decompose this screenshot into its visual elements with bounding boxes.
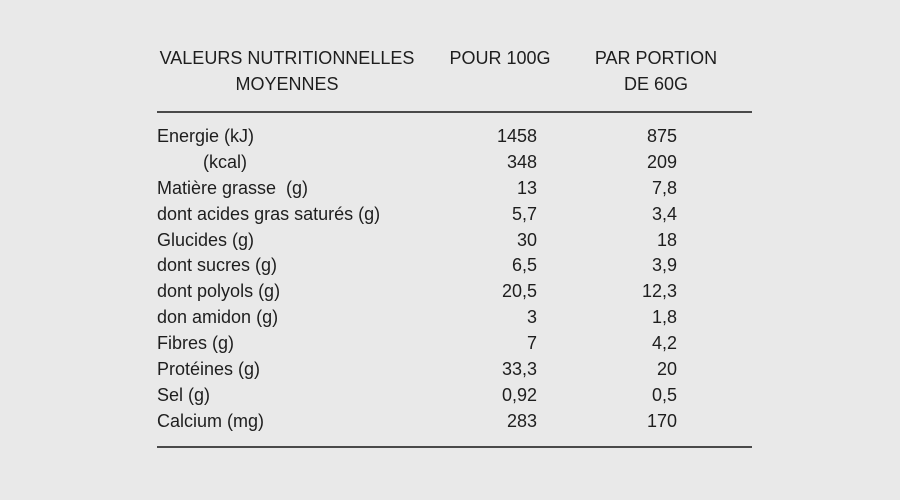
table-row-energie-kj: Energie (kJ) 1458 875 bbox=[157, 124, 752, 150]
table-bottom-rule bbox=[157, 446, 752, 448]
row-label: dont acides gras saturés (g) bbox=[157, 203, 381, 224]
row-label: (kcal) bbox=[203, 151, 247, 172]
header-col-nutrients: VALEURS NUTRITIONNELLES MOYENNES bbox=[157, 45, 417, 97]
value-per-100g: 13 bbox=[516, 177, 537, 198]
header-col-per-100g-label: POUR 100G bbox=[449, 48, 551, 68]
value-per-100g: 3 bbox=[526, 307, 537, 328]
value-per-100g: 7 bbox=[526, 333, 537, 354]
value-per-60g: 0,5 bbox=[651, 384, 677, 405]
value-per-60g: 209 bbox=[646, 151, 677, 172]
value-per-60g: 875 bbox=[646, 126, 677, 146]
nutrition-table-body: Energie (kJ) 1458 875 (kcal) 348 209 Mat… bbox=[157, 124, 752, 435]
value-per-60g: 3,4 bbox=[651, 203, 677, 224]
row-label: Protéines (g) bbox=[157, 359, 261, 380]
header-col-per-100g: POUR 100G bbox=[430, 45, 570, 71]
header-col-per-portion-line2: DE 60G bbox=[623, 74, 689, 94]
row-label: dont polyols (g) bbox=[157, 281, 281, 302]
row-label: Sel (g) bbox=[157, 384, 211, 405]
value-per-60g: 4,2 bbox=[651, 333, 677, 354]
value-per-60g: 7,8 bbox=[651, 177, 677, 198]
value-per-60g: 1,8 bbox=[651, 307, 677, 328]
table-top-rule bbox=[157, 111, 752, 113]
value-per-100g: 30 bbox=[516, 229, 537, 250]
header-col-nutrients-line2: MOYENNES bbox=[235, 74, 339, 94]
header-col-per-portion-line1: PAR PORTION bbox=[594, 48, 718, 68]
value-per-60g: 20 bbox=[656, 359, 677, 380]
row-label: Fibres (g) bbox=[157, 333, 235, 354]
value-per-60g: 3,9 bbox=[651, 255, 677, 276]
row-label: Glucides (g) bbox=[157, 229, 255, 250]
row-label: Matière grasse (g) bbox=[157, 177, 309, 198]
header-col-per-portion: PAR PORTION DE 60G bbox=[586, 45, 726, 97]
table-row-fibres: Fibres (g) 7 4,2 bbox=[157, 331, 752, 357]
table-row-acides-gras-satures: dont acides gras saturés (g) 5,7 3,4 bbox=[157, 202, 752, 228]
table-row-energie-kcal: (kcal) 348 209 bbox=[157, 150, 752, 176]
value-per-60g: 170 bbox=[646, 410, 677, 431]
header-col-nutrients-line1: VALEURS NUTRITIONNELLES bbox=[159, 48, 415, 68]
value-per-100g: 33,3 bbox=[501, 359, 537, 380]
row-label: don amidon (g) bbox=[157, 307, 279, 328]
table-row-sel: Sel (g) 0,92 0,5 bbox=[157, 383, 752, 409]
value-per-100g: 0,92 bbox=[501, 384, 537, 405]
value-per-100g: 1458 bbox=[496, 126, 537, 146]
row-label: Energie (kJ) bbox=[157, 126, 255, 146]
value-per-60g: 18 bbox=[656, 229, 677, 250]
value-per-100g: 348 bbox=[506, 151, 537, 172]
table-row-calcium: Calcium (mg) 283 170 bbox=[157, 409, 752, 435]
row-label: Calcium (mg) bbox=[157, 410, 265, 431]
value-per-100g: 283 bbox=[506, 410, 537, 431]
value-per-100g: 5,7 bbox=[511, 203, 537, 224]
value-per-100g: 6,5 bbox=[511, 255, 537, 276]
table-row-polyols: dont polyols (g) 20,5 12,3 bbox=[157, 279, 752, 305]
table-row-sucres: dont sucres (g) 6,5 3,9 bbox=[157, 253, 752, 279]
value-per-60g: 12,3 bbox=[641, 281, 677, 302]
table-row-matiere-grasse: Matière grasse (g) 13 7,8 bbox=[157, 176, 752, 202]
table-row-amidon: don amidon (g) 3 1,8 bbox=[157, 305, 752, 331]
row-label: dont sucres (g) bbox=[157, 255, 278, 276]
value-per-100g: 20,5 bbox=[501, 281, 537, 302]
table-row-proteines: Protéines (g) 33,3 20 bbox=[157, 357, 752, 383]
table-row-glucides: Glucides (g) 30 18 bbox=[157, 228, 752, 254]
